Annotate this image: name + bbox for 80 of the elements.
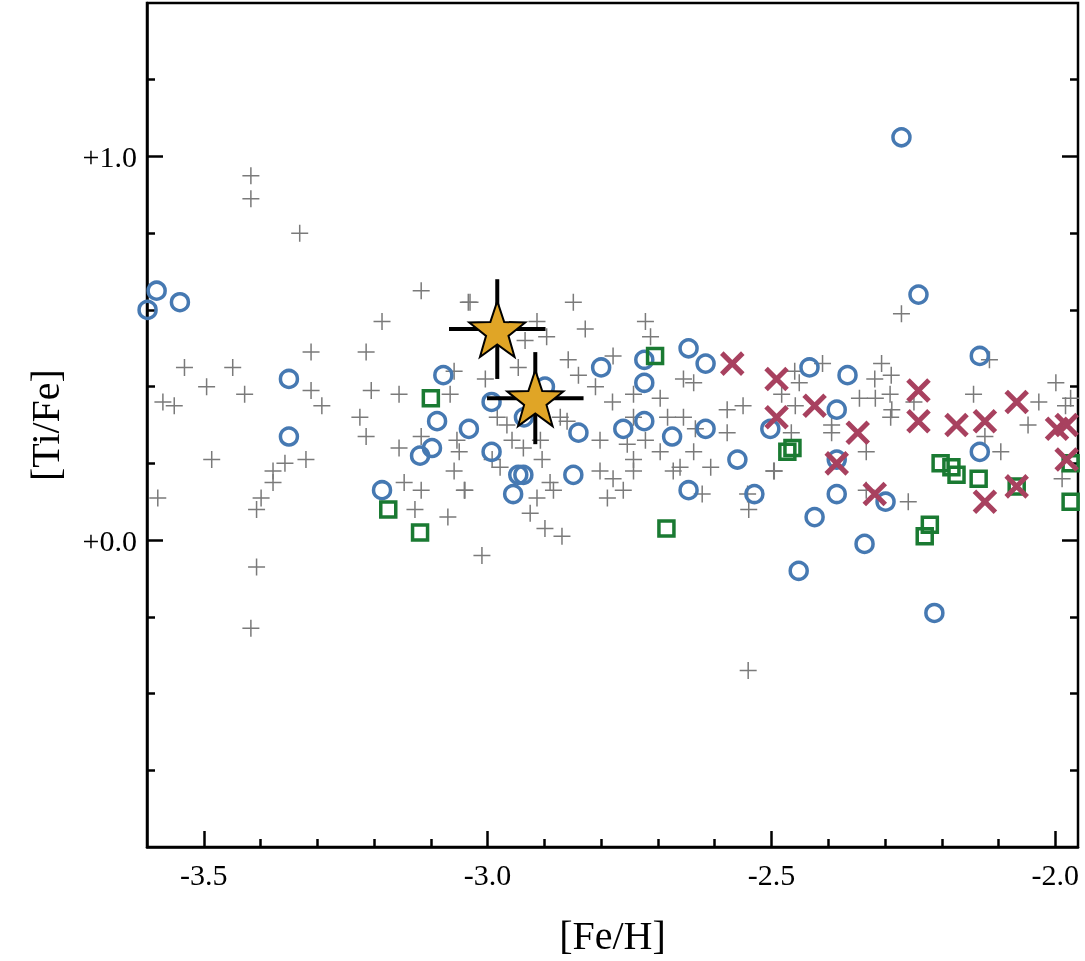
x-tick-label: -3.0: [463, 857, 512, 891]
point: [969, 345, 991, 367]
point: [634, 410, 655, 432]
point: [634, 372, 655, 394]
point: [826, 399, 847, 420]
point: [137, 299, 158, 321]
point: [969, 441, 991, 463]
point: [146, 280, 167, 301]
point: [942, 457, 961, 477]
point: [969, 469, 988, 488]
point: [278, 368, 300, 390]
point: [458, 418, 480, 440]
point: [924, 602, 945, 624]
point: [971, 408, 998, 435]
point: [763, 365, 790, 392]
x-axis-title: [Fe/H]: [559, 912, 666, 958]
point: [905, 377, 932, 404]
point: [278, 426, 300, 447]
point: [891, 127, 912, 148]
point: [678, 479, 699, 501]
y-axis-title: [Ti/Fe]: [22, 369, 68, 481]
point: [875, 491, 896, 512]
point: [1061, 492, 1080, 511]
point: [1053, 446, 1080, 473]
point: [426, 410, 448, 432]
point: [1003, 388, 1030, 415]
point: [801, 392, 828, 419]
point: [481, 391, 502, 413]
point: [563, 464, 584, 486]
point: [778, 442, 797, 462]
point: [931, 454, 950, 473]
point: [727, 449, 748, 470]
point: [468, 300, 527, 359]
point: [421, 437, 443, 459]
point: [804, 506, 825, 528]
point: [421, 388, 441, 408]
x-tick-label: -2.5: [747, 857, 796, 891]
point: [645, 346, 665, 366]
point: [379, 500, 398, 519]
point: [861, 481, 888, 508]
point: [481, 441, 502, 463]
point: [826, 483, 847, 505]
point: [1053, 412, 1080, 438]
point: [837, 364, 858, 386]
point: [695, 418, 716, 440]
point: [506, 369, 565, 428]
y-tick-label: +0.0: [82, 523, 137, 557]
point: [844, 419, 871, 446]
point: [695, 353, 716, 374]
point: [947, 465, 966, 485]
point: [371, 479, 393, 501]
point: [799, 357, 820, 378]
point: [661, 426, 683, 447]
point: [409, 445, 431, 466]
point: [905, 408, 932, 435]
x-tick-label: -3.5: [180, 857, 228, 891]
point: [788, 560, 809, 582]
point: [433, 364, 454, 386]
point: [823, 450, 850, 477]
y-tick-label: +1.0: [82, 139, 137, 173]
point: [783, 438, 802, 458]
point: [719, 350, 746, 377]
point: [613, 418, 634, 440]
point: [908, 284, 929, 305]
point: [763, 404, 790, 431]
point: [744, 483, 765, 505]
x-tick-label: -2.0: [1031, 857, 1080, 891]
point: [915, 527, 934, 546]
point: [502, 483, 524, 505]
point: [920, 515, 940, 534]
point: [854, 533, 875, 555]
point: [1044, 415, 1070, 442]
point: [568, 422, 589, 443]
point: [678, 338, 699, 359]
point: [971, 488, 998, 515]
point: [943, 412, 970, 438]
point: [657, 519, 676, 538]
point: [410, 523, 430, 542]
point: [590, 357, 612, 378]
point: [169, 291, 191, 313]
